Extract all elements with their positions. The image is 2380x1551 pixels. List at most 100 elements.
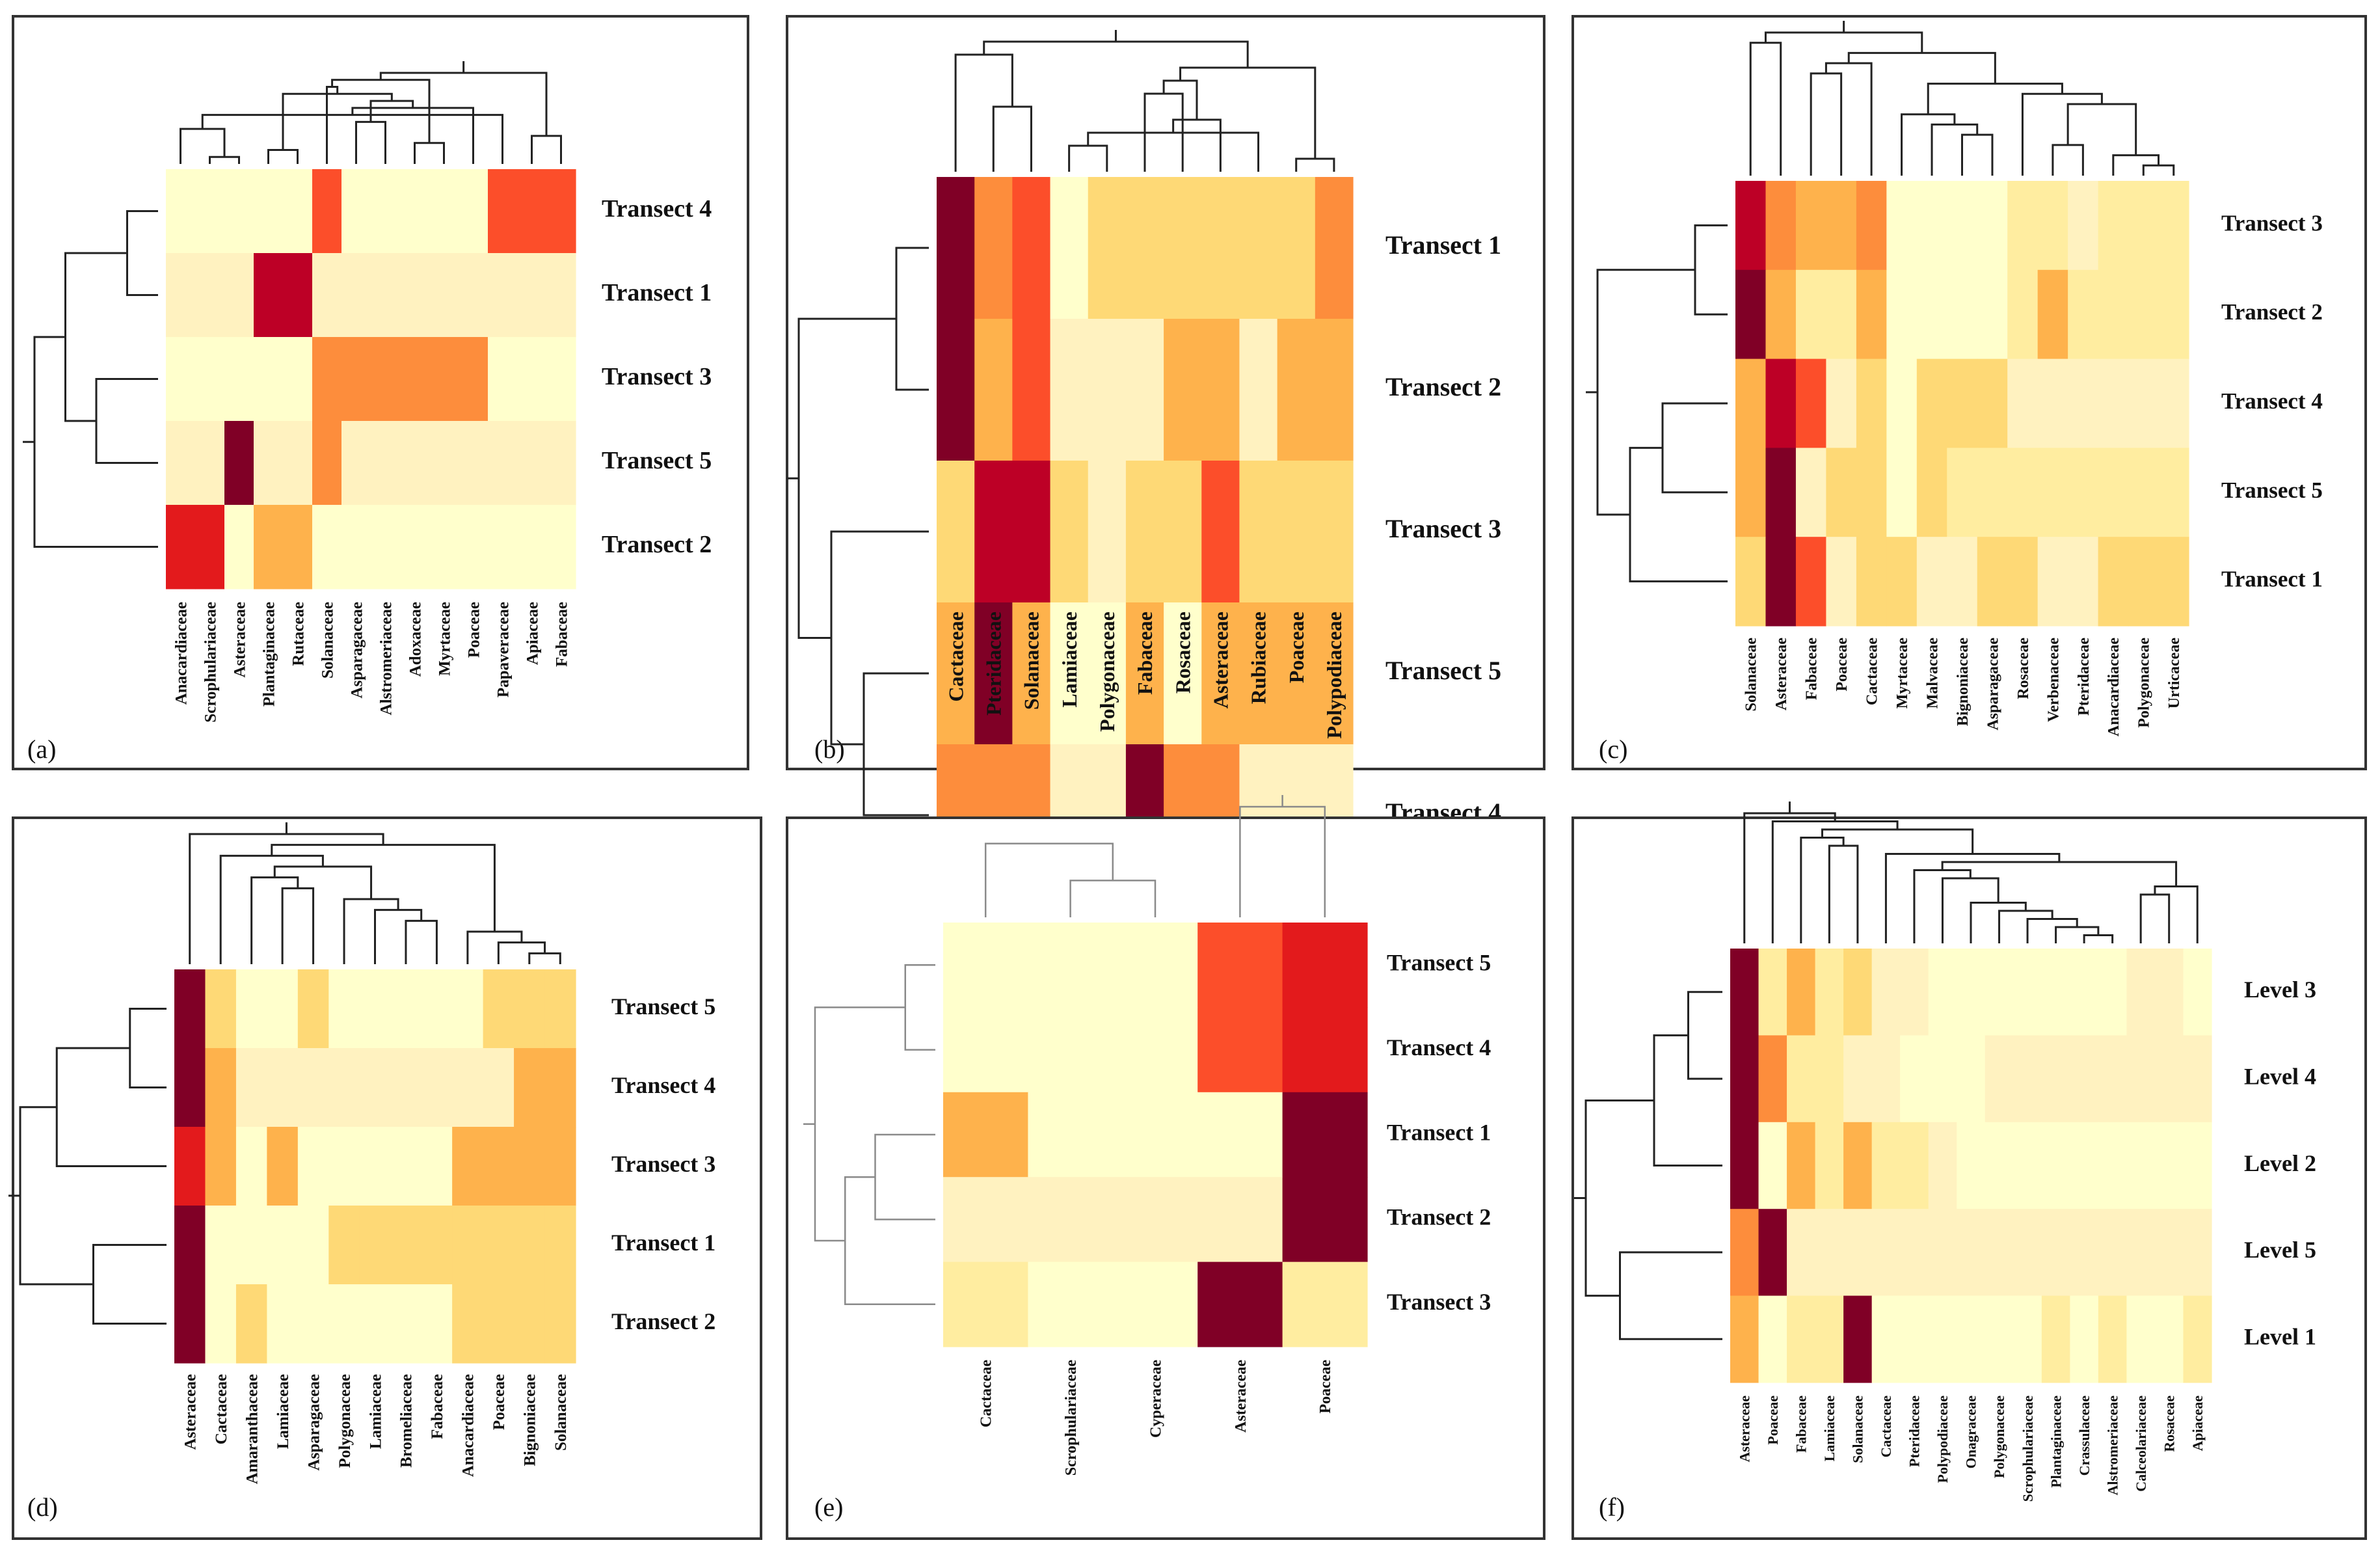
heatmap-cell xyxy=(1815,1209,1844,1297)
heatmap-cell xyxy=(1201,602,1240,745)
heatmap-cell xyxy=(254,253,284,338)
heatmap-cell xyxy=(1282,1007,1368,1093)
column-label: Onagraceae xyxy=(1963,1396,1979,1469)
row-label: Transect 3 xyxy=(1385,514,1501,543)
heatmap-cell xyxy=(312,337,342,422)
dendrogram-branch xyxy=(2021,92,2103,176)
heatmap-cell xyxy=(267,1206,299,1285)
heatmap-cell xyxy=(390,1284,422,1364)
heatmap-cell xyxy=(546,337,576,422)
heatmap-cell xyxy=(2098,358,2129,448)
column-label: Fabaceae xyxy=(1804,638,1821,700)
dendrogram-branch xyxy=(271,844,496,932)
row-dendrogram xyxy=(787,247,929,816)
column-label: Polygonaceae xyxy=(1095,612,1119,732)
heatmap-cell xyxy=(267,1284,299,1364)
heatmap-cell xyxy=(2126,1122,2156,1209)
heatmap-cell xyxy=(2126,1209,2156,1297)
heatmap-cell xyxy=(341,421,371,506)
heatmap-cell xyxy=(1125,461,1164,603)
row-label: Level 2 xyxy=(2244,1150,2316,1176)
heatmap-cell xyxy=(544,969,576,1049)
heatmap-cell xyxy=(1787,1035,1816,1123)
heatmap-cell xyxy=(1947,358,1978,448)
column-label: Rutaceae xyxy=(289,602,307,666)
heatmap-cell xyxy=(235,969,267,1049)
heatmap-cell xyxy=(483,1284,515,1364)
heatmap-cell xyxy=(235,1284,267,1364)
heatmap-cell xyxy=(514,1284,546,1364)
column-label: Asparagaceae xyxy=(1985,638,2001,731)
heatmap-cell xyxy=(1735,537,1767,627)
heatmap-cell xyxy=(544,1206,576,1285)
heatmap-cell xyxy=(2154,949,2184,1036)
heatmap-cell xyxy=(514,969,546,1049)
heatmap-cell xyxy=(359,1127,391,1206)
row-label: Transect 2 xyxy=(1387,1204,1491,1230)
heatmap-cell xyxy=(937,602,975,745)
heatmap-cell xyxy=(312,421,342,506)
heatmap-cell xyxy=(2158,181,2189,271)
heatmap-cell xyxy=(483,1127,515,1206)
heatmap-cell xyxy=(297,1284,329,1364)
heatmap-cell xyxy=(224,505,254,589)
heatmap-cell xyxy=(254,169,284,254)
heatmap-cell xyxy=(1886,448,1918,537)
heatmap-cell xyxy=(2070,1209,2099,1297)
column-label: Cactaceae xyxy=(1864,638,1881,705)
heatmap-cell xyxy=(1795,537,1826,627)
heatmap-cell xyxy=(1886,537,1918,627)
heatmap-cell xyxy=(1012,177,1051,319)
heatmap-cell xyxy=(452,1127,484,1206)
heatmap-cell xyxy=(2007,181,2039,271)
heatmap-cell xyxy=(400,253,430,338)
heatmap-cell xyxy=(1928,1035,1957,1123)
panel-label: (c) xyxy=(1599,735,1627,764)
heatmap-cell xyxy=(1886,269,1918,360)
heatmap-cell xyxy=(517,337,547,422)
heatmap-cell xyxy=(2098,1209,2128,1297)
heatmap-cell xyxy=(2013,1295,2042,1383)
column-label: Polypodiaceae xyxy=(1322,612,1346,739)
heatmap-cell xyxy=(1164,177,1202,319)
heatmap-cell xyxy=(1028,1007,1114,1093)
heatmap-cell xyxy=(459,421,488,506)
heatmap-cell xyxy=(1916,269,1947,360)
heatmap-cell xyxy=(483,1206,515,1285)
column-label: Asteraceae xyxy=(1773,638,1790,710)
heatmap-cell xyxy=(2098,1035,2128,1123)
heatmap-cell xyxy=(2013,1209,2042,1297)
heatmap-cell xyxy=(1985,949,2014,1036)
heatmap-cell xyxy=(174,969,206,1049)
column-label: Plantaginaceae xyxy=(2048,1396,2064,1488)
heatmap-cell xyxy=(459,253,488,338)
heatmap-cell xyxy=(1977,537,2008,627)
heatmap-cell xyxy=(359,1206,391,1285)
heatmap-cell xyxy=(195,505,225,589)
column-label: Solanaceae xyxy=(1743,638,1760,712)
heatmap-cell xyxy=(1282,1261,1368,1347)
row-label: Transect 2 xyxy=(2221,299,2323,325)
heatmap-cell xyxy=(2183,1122,2212,1209)
column-label: Adoxaceae xyxy=(407,602,424,677)
column-label: Verbenaceae xyxy=(2045,638,2062,722)
heatmap-cell xyxy=(174,1048,206,1127)
row-label: Transect 1 xyxy=(602,279,712,306)
heatmap-cell xyxy=(1758,1295,1787,1383)
heatmap-cell xyxy=(1856,537,1887,627)
row-dendrogram xyxy=(803,964,935,1306)
heatmap-cell xyxy=(2068,537,2099,627)
heatmap-cell xyxy=(297,1206,329,1285)
column-label: Myrtaceae xyxy=(1894,638,1911,709)
heatmap-cell xyxy=(297,969,329,1049)
heatmap-cells xyxy=(1735,181,2189,627)
heatmap-cell xyxy=(2070,1035,2099,1123)
heatmap-cell xyxy=(1730,1035,1759,1123)
column-label: Urticaceae xyxy=(2166,638,2183,709)
column-label: Poaceae xyxy=(1765,1396,1781,1445)
heatmap-cell xyxy=(2068,448,2099,537)
heatmap-cell xyxy=(1765,269,1797,360)
heatmap-cell xyxy=(1315,602,1354,745)
heatmap-cell xyxy=(2037,448,2068,537)
column-dendrogram xyxy=(1749,21,2175,176)
